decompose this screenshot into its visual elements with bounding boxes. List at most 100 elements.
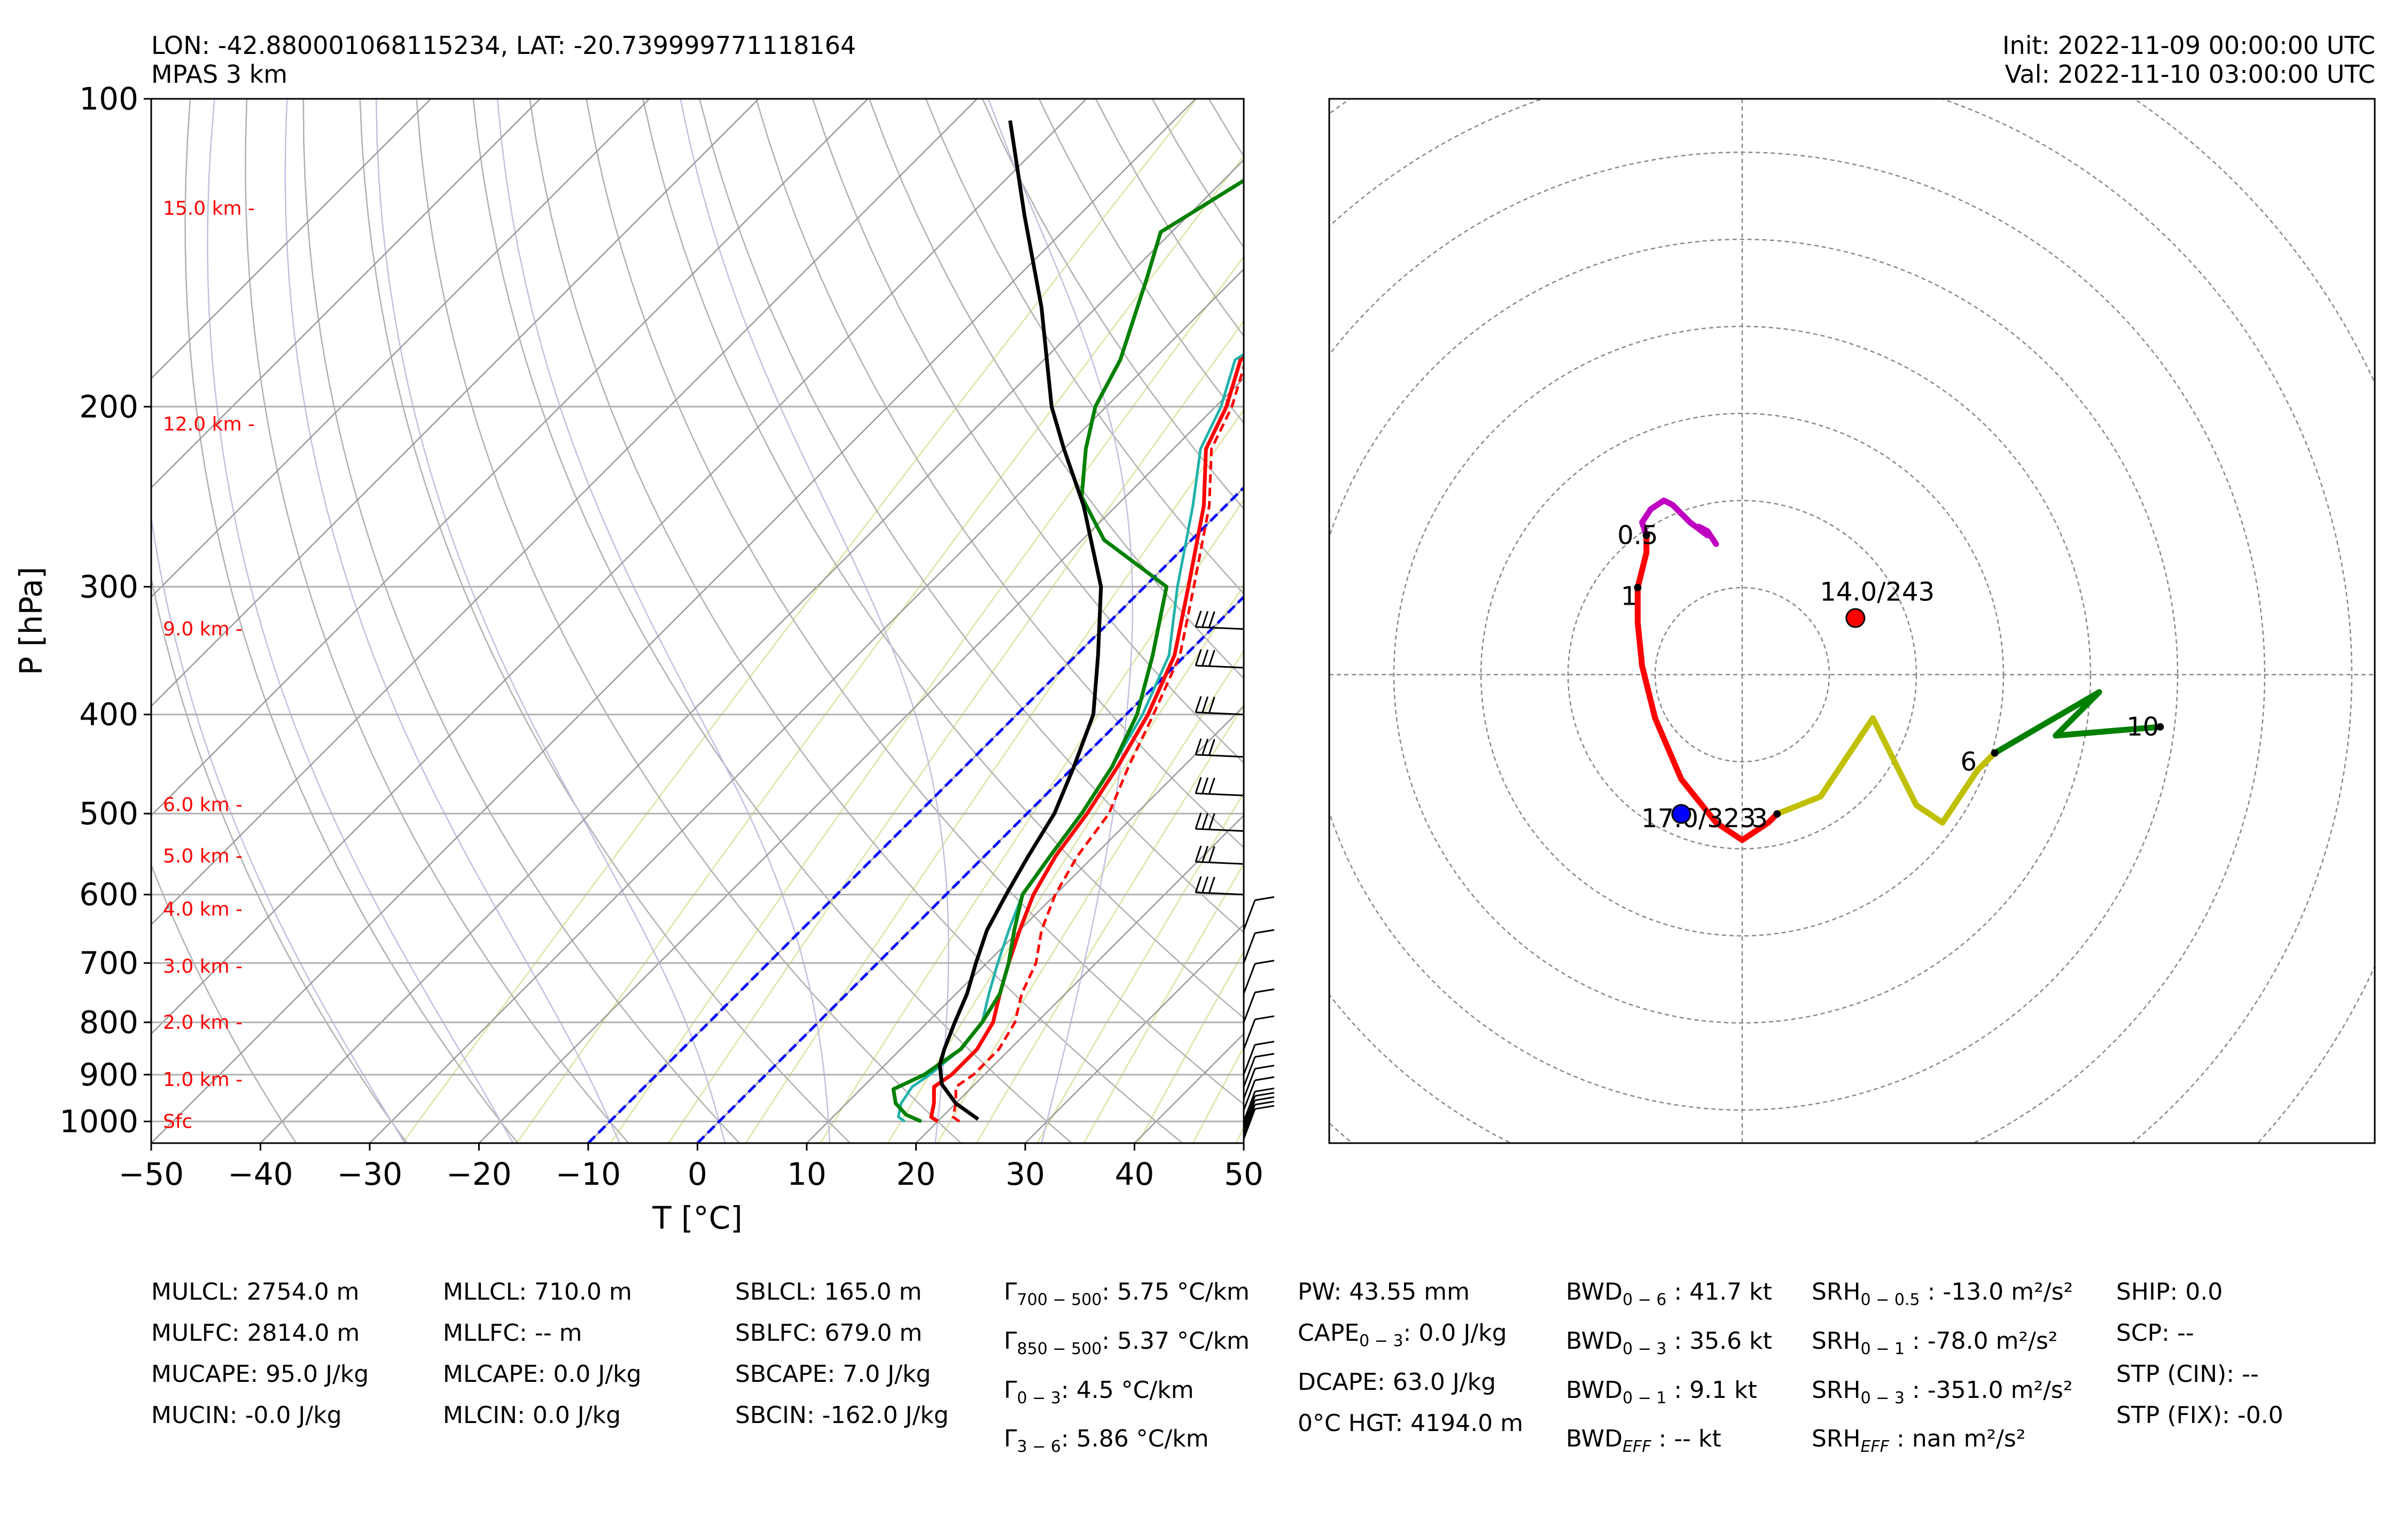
y-tick-label: 400 bbox=[79, 697, 138, 733]
x-tick-label: −50 bbox=[119, 1156, 184, 1192]
dry-adiabat bbox=[151, 574, 408, 1143]
isotherm bbox=[478, 377, 1244, 1143]
param-column: Γ700 − 500: 5.75 °C/km Γ850 − 500: 5.37 °… bbox=[1004, 1271, 1250, 1467]
param-symbol: BWD bbox=[1566, 1425, 1623, 1453]
y-tick-label: 100 bbox=[79, 81, 138, 117]
dry-adiabat bbox=[1435, 99, 2402, 1143]
wind-barb-flag bbox=[1195, 812, 1202, 830]
param-row: SBLCL: 165.0 m bbox=[735, 1278, 922, 1306]
wind-barb-flag bbox=[1254, 1100, 1275, 1106]
param-subscript: EFF bbox=[1860, 1437, 1890, 1457]
dry-adiabat bbox=[755, 99, 1244, 849]
mixing-ratio-line bbox=[1137, 950, 1244, 1143]
dry-adiabat bbox=[416, 99, 962, 1143]
dry-adiabat bbox=[1605, 99, 2402, 1143]
isotherm bbox=[151, 99, 432, 380]
wind-barb bbox=[1243, 1096, 1256, 1127]
height-label: 15.0 km - bbox=[163, 198, 255, 220]
param-row: MUCAPE: 95.0 J/kg bbox=[151, 1361, 369, 1388]
param-value: : 41.7 kt bbox=[1666, 1278, 1772, 1306]
dewpoint-line bbox=[891, 178, 1244, 1123]
param-symbol: Γ bbox=[1004, 1376, 1017, 1404]
dry-adiabat bbox=[1718, 99, 2402, 1143]
moist-adiabat bbox=[207, 99, 514, 1143]
hodograph-label: 17.0/323 bbox=[1641, 803, 1756, 833]
hodograph-rings bbox=[1329, 99, 2375, 1143]
param-value: : 9.1 kt bbox=[1666, 1376, 1757, 1404]
height-label: Sfc bbox=[163, 1111, 192, 1132]
x-tick-label: 40 bbox=[1115, 1156, 1155, 1192]
valid-time-label: Val: 2022-11-10 03:00:00 UTC bbox=[2005, 60, 2375, 89]
dry-adiabat bbox=[586, 99, 1244, 1105]
wind-barb bbox=[1243, 933, 1256, 964]
wind-barb-flag bbox=[1254, 1092, 1275, 1097]
param-symbol: Γ bbox=[1004, 1425, 1017, 1453]
dry-adiabat bbox=[642, 99, 1244, 1019]
hodograph-ring bbox=[1480, 412, 2005, 937]
x-axis-label: T [°C] bbox=[652, 1200, 743, 1236]
wind-barb-flag bbox=[1254, 1096, 1275, 1101]
hodograph-ring bbox=[1567, 499, 1917, 850]
param-value: : -- kt bbox=[1651, 1425, 1721, 1453]
wind-barb-flag bbox=[1202, 876, 1209, 893]
hodograph-trace bbox=[1634, 497, 2164, 843]
isotherm bbox=[151, 99, 978, 926]
mixing-ratio-line bbox=[1083, 862, 1244, 1143]
hgz-isotherm bbox=[696, 595, 1244, 1143]
param-row: PW: 43.55 mm bbox=[1298, 1271, 1523, 1312]
dry-adiabat bbox=[184, 99, 519, 1143]
param-subscript: 0 − 6 bbox=[1623, 1290, 1667, 1309]
y-tick-label: 900 bbox=[79, 1057, 138, 1093]
wind-barb-flag bbox=[1208, 650, 1215, 667]
param-value: : 4.5 °C/km bbox=[1060, 1376, 1194, 1404]
mixing-ratio-line bbox=[1036, 791, 1244, 1143]
param-symbol: Γ bbox=[1004, 1327, 1017, 1355]
mixing-ratio-line bbox=[820, 498, 1244, 1143]
y-tick-label: 300 bbox=[79, 568, 138, 605]
wind-barb bbox=[1195, 861, 1244, 865]
param-column: MLLCL: 710.0 m MLLFC: -- m MLCAPE: 0.0 J/k… bbox=[443, 1271, 642, 1436]
dry-adiabat bbox=[1492, 99, 2402, 1143]
hodograph-label: 10 bbox=[2126, 712, 2159, 742]
wind-barb-flag bbox=[1195, 845, 1202, 862]
wind-barb-flag bbox=[1254, 896, 1275, 901]
x-tick-label: 20 bbox=[896, 1156, 936, 1192]
param-row: SCP: -- bbox=[2116, 1319, 2194, 1347]
param-row: BWD0 − 6 : 41.7 kt bbox=[1566, 1271, 1772, 1320]
dry-adiabat bbox=[1038, 99, 1244, 424]
param-row: MLLFC: -- m bbox=[443, 1319, 582, 1347]
param-symbol: Γ bbox=[1004, 1278, 1017, 1306]
dry-adiabat bbox=[359, 99, 851, 1143]
param-row: MLCIN: 0.0 J/kg bbox=[443, 1402, 621, 1429]
wind-barb-flag bbox=[1208, 877, 1215, 894]
param-subscript: 0 − 3 bbox=[1623, 1339, 1667, 1358]
y-tick-label: 600 bbox=[79, 877, 138, 913]
wind-barb-flag bbox=[1254, 1065, 1275, 1070]
wind-barb bbox=[1243, 1104, 1256, 1135]
x-tick-label: −10 bbox=[556, 1156, 621, 1192]
height-marker-dot bbox=[1634, 584, 1642, 591]
param-column: SRH0 − 0.5 : -13.0 m²/s² SRH0 − 1 : -78.0… bbox=[1812, 1271, 2073, 1467]
hodo-segment-1-3km bbox=[1634, 532, 1780, 843]
wind-barb bbox=[1195, 626, 1244, 630]
param-row: MLCAPE: 0.0 J/kg bbox=[443, 1361, 642, 1388]
mixing-ratio-line bbox=[936, 650, 1244, 1143]
wind-barb-flag bbox=[1195, 777, 1202, 794]
dry-adiabat bbox=[245, 99, 629, 1143]
param-row: BWDEFF : -- kt bbox=[1566, 1418, 1772, 1467]
param-row: Γ850 − 500: 5.37 °C/km bbox=[1004, 1320, 1250, 1370]
wind-barb-flag bbox=[1202, 777, 1209, 794]
moist-adiabat bbox=[987, 99, 1134, 1143]
bunkers-left-mover-marker bbox=[1845, 608, 1866, 628]
dry-adiabat bbox=[1548, 99, 2402, 1143]
param-symbol: SRH bbox=[1812, 1376, 1861, 1404]
param-row: MUCIN: -0.0 J/kg bbox=[151, 1402, 342, 1429]
parcel-path-line bbox=[938, 120, 1103, 1121]
hodo-segment-0.5-1km bbox=[1639, 497, 1711, 538]
param-row: BWD0 − 3 : 35.6 kt bbox=[1566, 1320, 1772, 1370]
dry-adiabat bbox=[925, 99, 1244, 595]
height-label: 6.0 km - bbox=[163, 794, 243, 816]
param-subscript: 850 − 500 bbox=[1017, 1339, 1102, 1358]
param-column: MULCL: 2754.0 m MULFC: 2814.0 m MUCAPE: 95… bbox=[151, 1271, 369, 1436]
